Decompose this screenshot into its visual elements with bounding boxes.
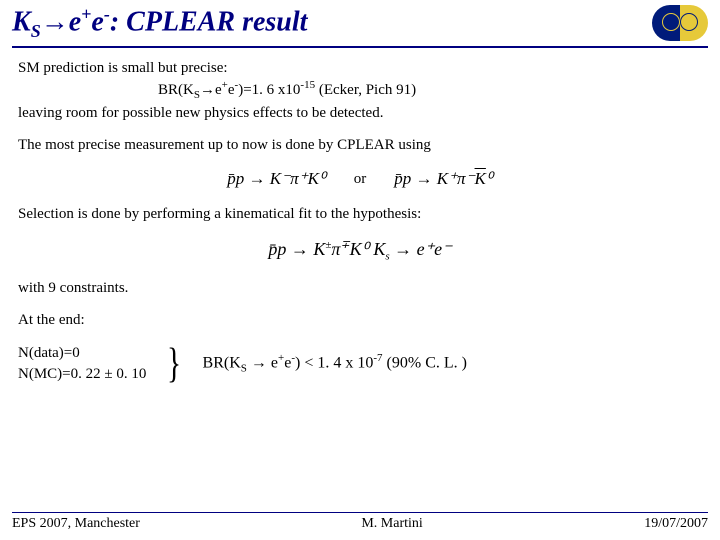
eq1-rhs-kbar: K [475,169,486,188]
res-e: -7 [373,352,382,364]
p1-l1: SM prediction is small but precise: [18,58,702,78]
para-selection: Selection is done by performing a kinema… [18,204,702,224]
eq2-a: p̄p → K [268,239,325,259]
footer-mid: M. Martini [361,516,422,532]
title-plus: + [81,4,91,24]
result-row: N(data)=0 N(MC)=0. 22 ± 0. 10 } BR(KS → … [18,343,702,385]
res-b: → e [247,354,278,371]
res-f: (90% C. L. ) [383,354,467,371]
p1-l3: leaving room for possible new physics ef… [18,103,702,123]
p1-l2b: →e [200,82,222,98]
n-mc: N(MC)=0. 22 ± 0. 10 [18,364,146,385]
p1-l2a: BR(K [158,82,194,98]
content: SM prediction is small but precise: BR(K… [0,48,720,385]
eq1-rhs: p̄p → K⁺π⁻K⁰ [394,168,492,191]
eq-hypothesis: p̄p → K±π∓K⁰ Ks → e⁺e⁻ [18,237,702,264]
title-arrow: → [41,5,69,36]
p1-l2: BR(KS→e+e-)=1. 6 x10-15 (Ecker, Pich 91) [18,78,702,103]
title-rest: : CPLEAR result [110,6,308,37]
p1-l2f: (Ecker, Pich 91) [315,82,416,98]
eq1-or: or [354,169,367,189]
p1-l2e: -15 [300,79,315,91]
br-limit: BR(KS → e+e-) < 1. 4 x 10-7 (90% C. L. ) [203,351,467,376]
para-end: At the end: [18,310,702,330]
res-d: ) < 1. 4 x 10 [295,354,373,371]
eq2-mp: ∓ [340,239,349,251]
counts: N(data)=0 N(MC)=0. 22 ± 0. 10 [18,343,146,385]
title-k: K [12,6,31,37]
brace-icon: } [167,343,181,385]
para-cplear: The most precise measurement up to now i… [18,135,702,155]
title-e1: e [69,6,81,37]
page-title: KS→e+e-: CPLEAR result [12,4,307,42]
title-sub-s: S [31,21,41,41]
eq2-c: K⁰ K [350,239,386,259]
para-constraints: with 9 constraints. [18,278,702,298]
eq2-d: → e⁺e⁻ [390,239,452,259]
title-row: KS→e+e-: CPLEAR result [0,0,720,42]
eq1-rhs-z: ⁰ [486,169,493,188]
rule-bottom [12,512,708,514]
res-a: BR(K [203,354,241,371]
eq1-lhs: p̄p → K⁻π⁺K⁰ [227,168,325,191]
cplear-logo [652,5,708,41]
para-sm-prediction: SM prediction is small but precise: BR(K… [18,58,702,123]
footer-right: 19/07/2007 [644,516,708,532]
title-e2: e [91,6,103,37]
p1-l2c: e [228,82,235,98]
eq-production: p̄p → K⁻π⁺K⁰ or p̄p → K⁺π⁻K⁰ [18,168,702,191]
footer-left: EPS 2007, Manchester [12,516,140,532]
footer-row: EPS 2007, Manchester M. Martini 19/07/20… [12,516,708,532]
n-data: N(data)=0 [18,343,146,364]
footer: EPS 2007, Manchester M. Martini 19/07/20… [12,512,708,533]
eq1-rhs-a: p̄p → K⁺π⁻ [394,169,474,188]
p1-l2d: )=1. 6 x10 [238,82,300,98]
